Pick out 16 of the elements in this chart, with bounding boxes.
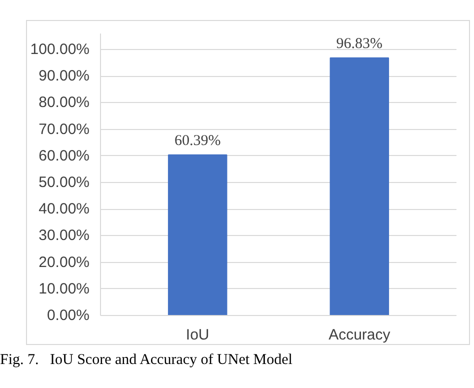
y-tick-label: 70.00% (38, 120, 90, 138)
y-tick-label: 100.00% (30, 40, 90, 58)
y-tick-label: 20.00% (38, 254, 90, 271)
x-tick-label: IoU (186, 326, 210, 344)
y-tick-label: 10.00% (38, 280, 90, 298)
caption: Fig. 7. IoU Score and Accuracy of UNet Model (0, 351, 292, 370)
y-tick-label: 0.00% (46, 307, 90, 324)
y-tick-label: 80.00% (38, 94, 90, 112)
y-tick-label: 60.00% (38, 147, 90, 164)
x-tick-label: Accuracy (328, 326, 391, 344)
data-label: 60.39% (174, 132, 221, 149)
y-tick-label: 40.00% (38, 200, 90, 218)
y-tick-label: 50.00% (38, 174, 90, 191)
data-label: 96.83% (336, 36, 383, 52)
y-tick-label: 30.00% (38, 227, 90, 244)
y-tick-label: 90.00% (38, 68, 90, 85)
